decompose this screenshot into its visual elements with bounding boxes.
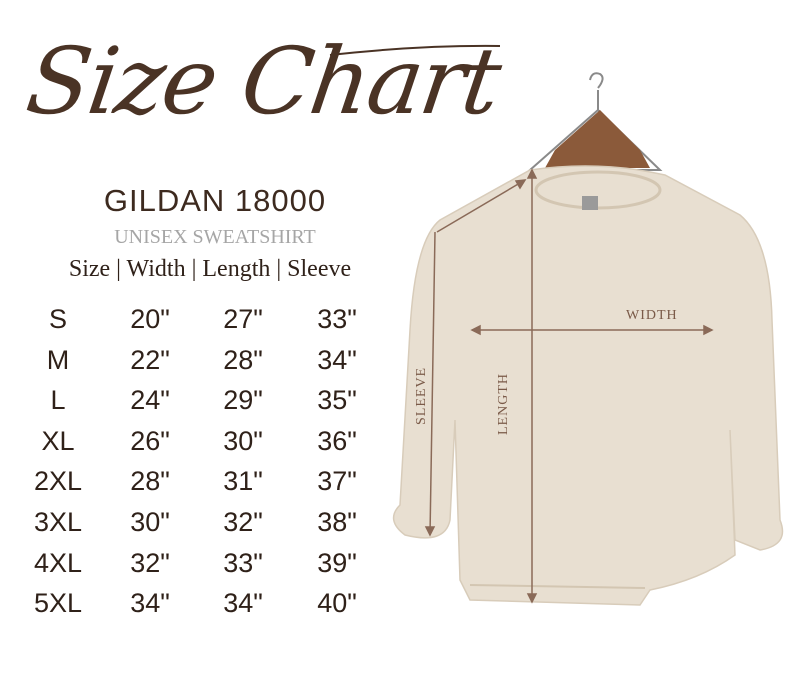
table-row: 2XL 28" 31" 37" <box>0 466 420 502</box>
table-header: Size | Width | Length | Sleeve <box>68 256 352 282</box>
cell-width: 22" <box>130 344 170 375</box>
cell-width: 24" <box>130 385 170 416</box>
page-title: Size Chart <box>20 28 506 135</box>
width-label: WIDTH <box>626 308 678 323</box>
measure-arrows <box>424 168 714 604</box>
sweatshirt <box>392 165 784 606</box>
cell-size: 4XL <box>33 547 83 578</box>
cell-width: 28" <box>130 466 170 497</box>
cell-sleeve: 40" <box>317 588 357 619</box>
table-row: 3XL 30" 32" 38" <box>0 507 420 543</box>
cell-sleeve: 34" <box>317 344 357 375</box>
cell-sleeve: 35" <box>317 385 357 416</box>
table-row: XL 26" 30" 36" <box>0 426 420 462</box>
cell-sleeve: 39" <box>317 547 357 578</box>
cell-length: 28" <box>223 344 263 375</box>
cell-sleeve: 33" <box>317 304 357 334</box>
length-label: LENGTH <box>496 373 511 435</box>
table-row: 5XL 34" 34" 40" <box>0 588 420 624</box>
table-row: L 24" 29" 35" <box>0 385 420 421</box>
cell-width: 20" <box>130 304 170 334</box>
cell-sleeve: 37" <box>317 466 357 497</box>
cell-length: 32" <box>223 507 263 537</box>
cell-size: 5XL <box>33 588 83 619</box>
cell-length: 33" <box>223 547 263 578</box>
table-row: M 22" 28" 34" <box>0 345 420 381</box>
cell-length: 29" <box>223 385 263 416</box>
cell-width: 34" <box>130 588 170 619</box>
cell-size: L <box>50 385 66 416</box>
cell-width: 26" <box>130 425 170 456</box>
cell-size: 2XL <box>33 466 83 497</box>
brand-model: GILDAN 18000 <box>103 183 327 218</box>
table-row: 4XL 32" 33" 39" <box>0 548 420 584</box>
cell-size: 3XL <box>33 507 83 537</box>
cell-width: 32" <box>130 547 170 578</box>
product-subtitle: UNISEX SWEATSHIRT <box>114 226 316 248</box>
cell-size: M <box>46 344 70 375</box>
cell-length: 34" <box>223 588 263 619</box>
cell-length: 30" <box>223 425 263 456</box>
sleeve-label: SLEEVE <box>414 367 429 425</box>
cell-length: 31" <box>223 466 263 497</box>
cell-width: 30" <box>130 507 170 537</box>
cell-size: XL <box>41 425 75 456</box>
cell-length: 27" <box>223 304 263 334</box>
cell-size: S <box>48 304 67 334</box>
table-row: S 20" 27" 33" <box>0 304 420 340</box>
cell-sleeve: 36" <box>317 425 357 456</box>
cell-sleeve: 38" <box>317 507 357 537</box>
